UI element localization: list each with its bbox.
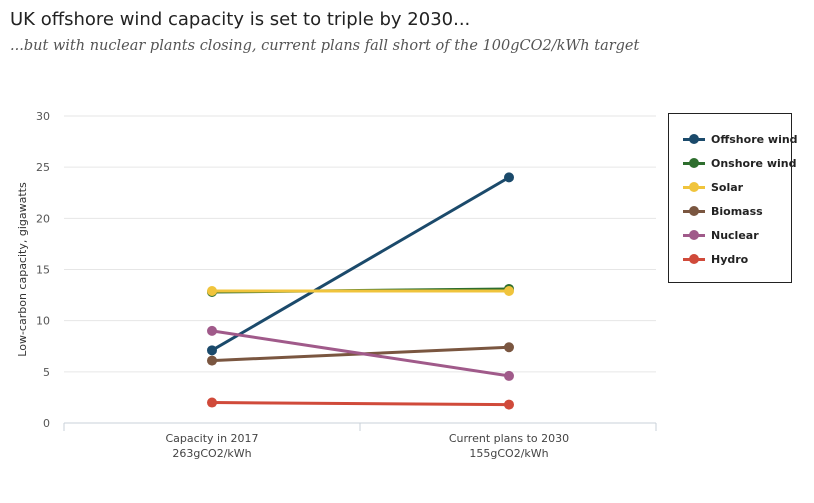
y-tick-label: 0 xyxy=(43,417,50,430)
data-point-offshore-wind[interactable] xyxy=(504,172,514,183)
data-point-offshore-wind[interactable] xyxy=(207,345,217,356)
y-axis-label: Low-carbon capacity, gigawatts xyxy=(16,182,29,357)
x-category-sublabel: 155gCO2/kWh xyxy=(469,447,548,460)
y-tick-label: 30 xyxy=(36,110,50,123)
legend-label: Biomass xyxy=(711,204,763,218)
legend-label: Offshore wind xyxy=(711,132,798,146)
data-point-nuclear[interactable] xyxy=(207,325,217,336)
legend-swatch xyxy=(683,254,705,264)
data-point-nuclear[interactable] xyxy=(504,370,514,381)
data-point-solar[interactable] xyxy=(504,285,514,296)
data-point-hydro[interactable] xyxy=(504,399,514,410)
chart-legend: Offshore wind Onshore wind Solar Biomass Nuc… xyxy=(668,113,798,283)
data-point-biomass[interactable] xyxy=(207,355,217,366)
y-tick-label: 10 xyxy=(36,315,50,328)
legend-label: Nuclear xyxy=(711,228,759,242)
x-category-sublabel: 263gCO2/kWh xyxy=(172,447,251,460)
y-tick-label: 5 xyxy=(43,366,50,379)
legend-label: Onshore wind xyxy=(711,156,797,170)
legend-swatch xyxy=(683,134,705,144)
x-category-label: Current plans to 2030 xyxy=(449,432,569,445)
chart-subtitle: ...but with nuclear plants closing, curr… xyxy=(10,38,640,54)
y-tick-label: 15 xyxy=(36,264,50,277)
legend-label: Hydro xyxy=(711,252,749,266)
legend-swatch xyxy=(683,206,705,216)
legend-swatch xyxy=(683,182,705,192)
data-point-hydro[interactable] xyxy=(207,397,217,408)
data-point-biomass[interactable] xyxy=(504,342,514,353)
chart-title: UK offshore wind capacity is set to trip… xyxy=(10,9,471,30)
series-line-offshore-wind xyxy=(211,176,510,352)
legend-item-onshore-wind[interactable]: Onshore wind xyxy=(683,155,796,171)
y-tick-label: 20 xyxy=(36,212,50,225)
y-tick-label: 25 xyxy=(36,161,50,174)
x-category-label: Capacity in 2017 xyxy=(165,432,258,445)
legend-item-nuclear[interactable]: Nuclear xyxy=(683,227,759,243)
series-line-nuclear xyxy=(211,329,510,378)
legend-item-solar[interactable]: Solar xyxy=(683,179,743,195)
series-line-hydro xyxy=(211,401,510,407)
legend-swatch xyxy=(683,230,705,240)
legend-item-offshore-wind[interactable]: Offshore wind xyxy=(683,131,798,147)
legend-item-hydro[interactable]: Hydro xyxy=(683,251,748,267)
data-point-solar[interactable] xyxy=(207,285,217,296)
legend-item-biomass[interactable]: Biomass xyxy=(683,203,763,219)
legend-label: Solar xyxy=(711,180,744,194)
legend-swatch xyxy=(683,158,705,168)
